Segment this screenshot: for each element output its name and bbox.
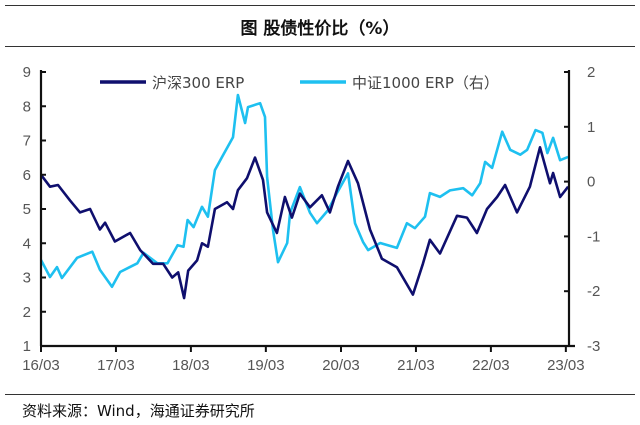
y-right-tick-label: -3 <box>587 338 600 355</box>
y-left-tick-label: 9 <box>23 64 31 81</box>
x-tick-label: 17/03 <box>97 357 135 374</box>
y-right-tick-label: 2 <box>587 64 595 81</box>
source-rule <box>5 394 635 395</box>
y-right-tick-label: 0 <box>587 174 595 191</box>
y-right-tick-label: -1 <box>587 228 600 245</box>
series-line-0 <box>39 146 570 300</box>
y-left-tick-label: 5 <box>23 201 31 218</box>
x-tick-label: 21/03 <box>397 357 435 374</box>
series-line-1 <box>39 93 569 289</box>
x-tick-label: 22/03 <box>472 357 510 374</box>
legend-label-csi1000: 中证1000 ERP（右） <box>352 74 499 92</box>
y-right-tick-label: 1 <box>587 119 595 136</box>
y-right-tick-label: -2 <box>587 283 600 300</box>
legend-label-hs300: 沪深300 ERP <box>152 74 244 92</box>
x-tick-label: 20/03 <box>322 357 360 374</box>
y-left-tick-label: 1 <box>23 338 31 355</box>
x-tick-label: 19/03 <box>247 357 285 374</box>
y-left-tick-label: 4 <box>23 235 31 252</box>
y-left-tick-label: 7 <box>23 133 31 150</box>
chart-title: 图 股债性价比（%） <box>240 19 400 39</box>
x-tick-label: 16/03 <box>22 357 60 374</box>
y-left-tick-label: 6 <box>23 167 31 184</box>
source-note: 资料来源：Wind，海通证券研究所 <box>22 402 255 420</box>
x-tick-label: 18/03 <box>172 357 210 374</box>
y-left-tick-label: 3 <box>23 270 31 287</box>
axes-layer: 1 2 3 4 5 6 7 8 9 -3 -2 -1 0 1 2 16/03 17/03 18/03 19/03 20… <box>22 64 600 374</box>
x-tick-label: 23/03 <box>547 357 585 374</box>
y-left-tick-label: 8 <box>23 98 31 115</box>
y-left-tick-label: 2 <box>23 304 31 321</box>
title-rule <box>5 46 635 47</box>
legend: 沪深300 ERP 中证1000 ERP（右） <box>100 74 499 92</box>
series-layer <box>39 93 570 300</box>
top-rule <box>5 5 635 6</box>
